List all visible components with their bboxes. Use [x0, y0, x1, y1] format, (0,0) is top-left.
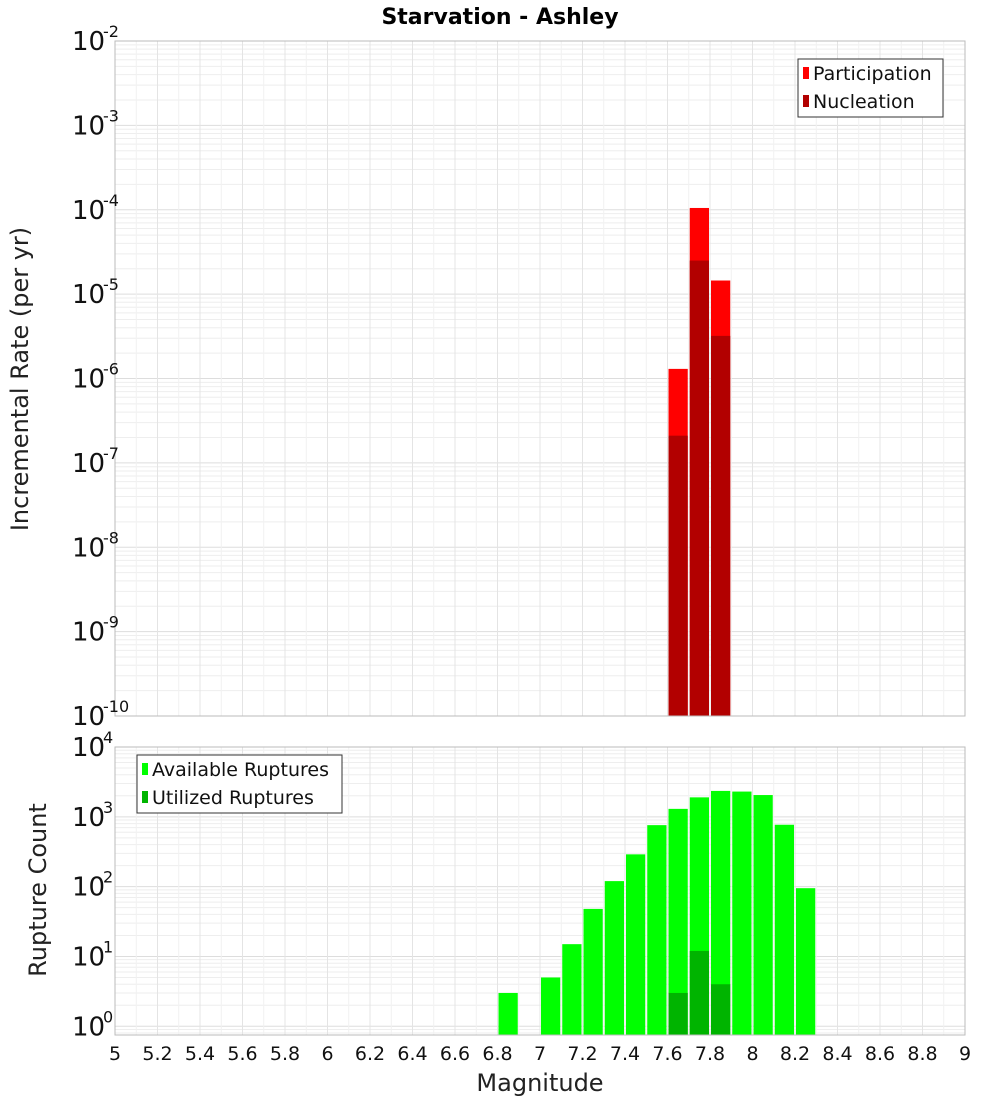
bar-nucleation — [689, 260, 709, 716]
y-tick-exponent: 0 — [103, 1007, 113, 1026]
bar-utilized-ruptures — [711, 984, 731, 1035]
legend-swatch — [142, 763, 148, 775]
y-tick-label: 10 — [72, 533, 105, 563]
bar-available-ruptures — [626, 854, 646, 1035]
legend-box — [797, 58, 944, 118]
y-tick-label: 10 — [72, 111, 105, 141]
x-tick-label: 5.2 — [142, 1043, 172, 1065]
y-tick-label: 10 — [72, 365, 105, 395]
legend-swatch — [803, 67, 809, 79]
x-tick-label: 8.2 — [780, 1043, 810, 1065]
x-tick-label: 5 — [109, 1043, 121, 1065]
y-tick-exponent: -4 — [103, 191, 119, 210]
y-tick-exponent: -3 — [103, 106, 119, 125]
legend-entry: Nucleation — [813, 91, 915, 113]
y-tick-label: 10 — [72, 1012, 105, 1042]
y-tick-exponent: 1 — [103, 937, 113, 956]
x-tick-label: 6 — [321, 1043, 333, 1065]
x-tick-label: 8.4 — [822, 1043, 852, 1065]
legend-swatch — [803, 95, 809, 107]
x-tick-label: 5.6 — [227, 1043, 257, 1065]
bar-available-ruptures — [647, 825, 667, 1035]
y-tick-label: 10 — [72, 873, 105, 903]
y-tick-label: 10 — [72, 803, 105, 833]
y-tick-label: 10 — [72, 733, 105, 763]
bar-available-ruptures — [498, 992, 518, 1035]
chart-plot-area: 10-210-310-410-510-610-710-810-910-10Par… — [72, 22, 971, 1065]
x-tick-label: 8 — [746, 1043, 758, 1065]
legend-swatch — [142, 791, 148, 803]
x-tick-label: 6.8 — [482, 1043, 512, 1065]
bar-nucleation — [668, 435, 688, 716]
y-tick-exponent: 2 — [103, 868, 113, 887]
y-tick-exponent: -7 — [103, 444, 119, 463]
bar-utilized-ruptures — [668, 992, 688, 1035]
y-tick-exponent: -8 — [103, 528, 119, 547]
x-axis-label: Magnitude — [476, 1069, 603, 1097]
x-tick-label: 7.2 — [567, 1043, 597, 1065]
bar-available-ruptures — [583, 908, 603, 1035]
legend-entry: Available Ruptures — [152, 759, 329, 781]
y-tick-label: 10 — [72, 449, 105, 479]
bar-available-ruptures — [774, 824, 794, 1035]
x-tick-label: 6.6 — [440, 1043, 470, 1065]
y-tick-label: 10 — [72, 702, 105, 732]
x-tick-label: 6.2 — [355, 1043, 385, 1065]
bar-available-ruptures — [604, 881, 624, 1035]
y-tick-exponent: -5 — [103, 275, 119, 294]
bar-available-ruptures — [668, 808, 688, 1035]
legend-entry: Utilized Ruptures — [152, 787, 314, 809]
y-axis-label-rates: Incremental Rate (per yr) — [6, 227, 34, 531]
bar-available-ruptures — [711, 790, 731, 1035]
x-tick-label: 5.4 — [185, 1043, 215, 1065]
y-tick-label: 10 — [72, 27, 105, 57]
y-tick-label: 10 — [72, 196, 105, 226]
bar-available-ruptures — [562, 944, 582, 1035]
y-tick-exponent: 3 — [103, 798, 113, 817]
y-tick-exponent: -9 — [103, 613, 119, 632]
x-tick-label: 8.6 — [865, 1043, 895, 1065]
plot-frame — [114, 746, 966, 1036]
x-tick-label: 5.8 — [270, 1043, 300, 1065]
y-tick-label: 10 — [72, 280, 105, 310]
y-tick-label: 10 — [72, 942, 105, 972]
y-tick-exponent: -10 — [103, 697, 129, 716]
bar-utilized-ruptures — [689, 950, 709, 1035]
x-tick-label: 7.4 — [610, 1043, 640, 1065]
y-tick-label: 10 — [72, 618, 105, 648]
x-tick-label: 8.8 — [907, 1043, 937, 1065]
x-tick-label: 6.4 — [397, 1043, 427, 1065]
x-tick-label: 7 — [534, 1043, 546, 1065]
x-tick-label: 7.8 — [695, 1043, 725, 1065]
y-tick-exponent: -6 — [103, 360, 119, 379]
x-tick-label: 9 — [959, 1043, 971, 1065]
y-tick-exponent: 4 — [103, 728, 113, 747]
y-tick-exponent: -2 — [103, 22, 119, 41]
plot-frame — [114, 40, 966, 717]
bar-available-ruptures — [732, 791, 752, 1035]
bar-available-ruptures — [541, 977, 561, 1035]
bar-available-ruptures — [753, 795, 773, 1035]
x-tick-label: 7.6 — [652, 1043, 682, 1065]
legend-box — [136, 754, 343, 814]
bar-nucleation — [711, 335, 731, 716]
legend-entry: Participation — [813, 63, 932, 85]
chart-title: Starvation - Ashley — [381, 5, 618, 30]
bar-available-ruptures — [796, 888, 816, 1035]
y-axis-label-counts: Rupture Count — [24, 803, 52, 977]
